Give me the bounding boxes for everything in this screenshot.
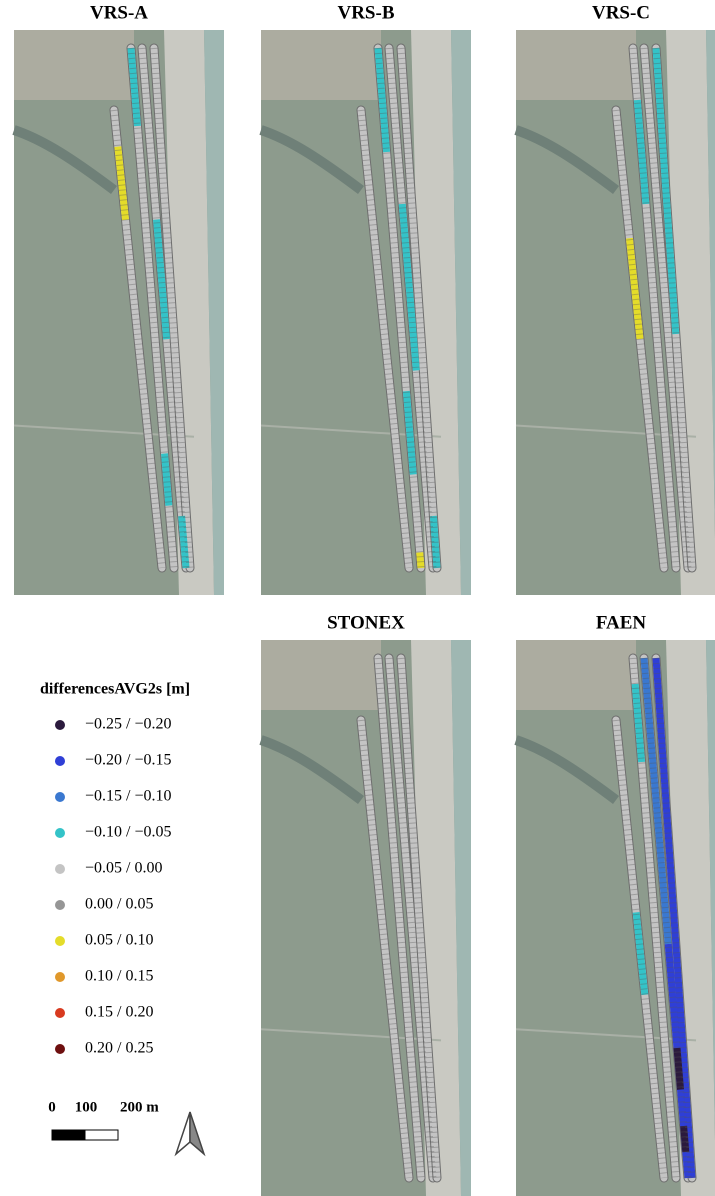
- scale-label: 0: [48, 1099, 56, 1115]
- panel-title: VRS-B: [337, 2, 394, 23]
- scale-label: 200 m: [120, 1099, 159, 1115]
- legend-label: −0.20 / −0.15: [85, 752, 172, 769]
- map-panel: [261, 30, 471, 595]
- legend-label: −0.05 / 0.00: [85, 860, 162, 877]
- scale-bar-segment: [85, 1130, 118, 1140]
- legend-label: 0.20 / 0.25: [85, 1040, 153, 1057]
- panel-title: FAEN: [596, 612, 647, 633]
- legend-label: 0.10 / 0.15: [85, 968, 153, 985]
- track-segment: [420, 552, 421, 568]
- legend-label: 0.05 / 0.10: [85, 932, 153, 949]
- panel-title: STONEX: [327, 612, 405, 633]
- legend-swatch: [55, 828, 65, 838]
- scale-bar: 0 100 200 m: [48, 1099, 159, 1140]
- scale-bar-segment: [52, 1130, 85, 1140]
- urban-area: [516, 640, 636, 710]
- urban-area: [261, 30, 381, 100]
- legend-swatch: [55, 972, 65, 982]
- urban-area: [14, 30, 134, 100]
- legend-label: −0.15 / −0.10: [85, 788, 172, 805]
- legend-swatch: [55, 900, 65, 910]
- legend-swatch: [55, 756, 65, 766]
- legend-swatch: [55, 1008, 65, 1018]
- urban-area: [261, 640, 381, 710]
- panel-title: VRS-C: [592, 2, 650, 23]
- panel-title: VRS-A: [90, 2, 148, 23]
- legend-label: −0.25 / −0.20: [85, 716, 172, 733]
- legend-swatch: [55, 1044, 65, 1054]
- map-panel: [261, 640, 471, 1196]
- legend-label: −0.10 / −0.05: [85, 824, 172, 841]
- legend-title: differencesAVG2s [m]: [40, 681, 190, 698]
- legend-swatch: [55, 720, 65, 730]
- legend-swatch: [55, 864, 65, 874]
- map-panel: [516, 30, 715, 595]
- urban-area: [516, 30, 636, 100]
- map-panel: [14, 30, 224, 595]
- legend-swatch: [55, 792, 65, 802]
- legend-label: 0.15 / 0.20: [85, 1004, 153, 1021]
- legend-label: 0.00 / 0.05: [85, 896, 153, 913]
- track-segment: [684, 1126, 686, 1152]
- figure: differencesAVG2s [m] −0.25 / −0.20 −0.20 …: [0, 0, 715, 1196]
- north-arrow: [176, 1112, 204, 1154]
- map-panel: [516, 640, 715, 1196]
- legend-swatch: [55, 936, 65, 946]
- track-segment: [677, 1048, 681, 1090]
- legend: −0.25 / −0.20 −0.20 / −0.15 −0.15 / −0.10 −…: [55, 716, 172, 1057]
- scale-label: 100: [75, 1099, 98, 1115]
